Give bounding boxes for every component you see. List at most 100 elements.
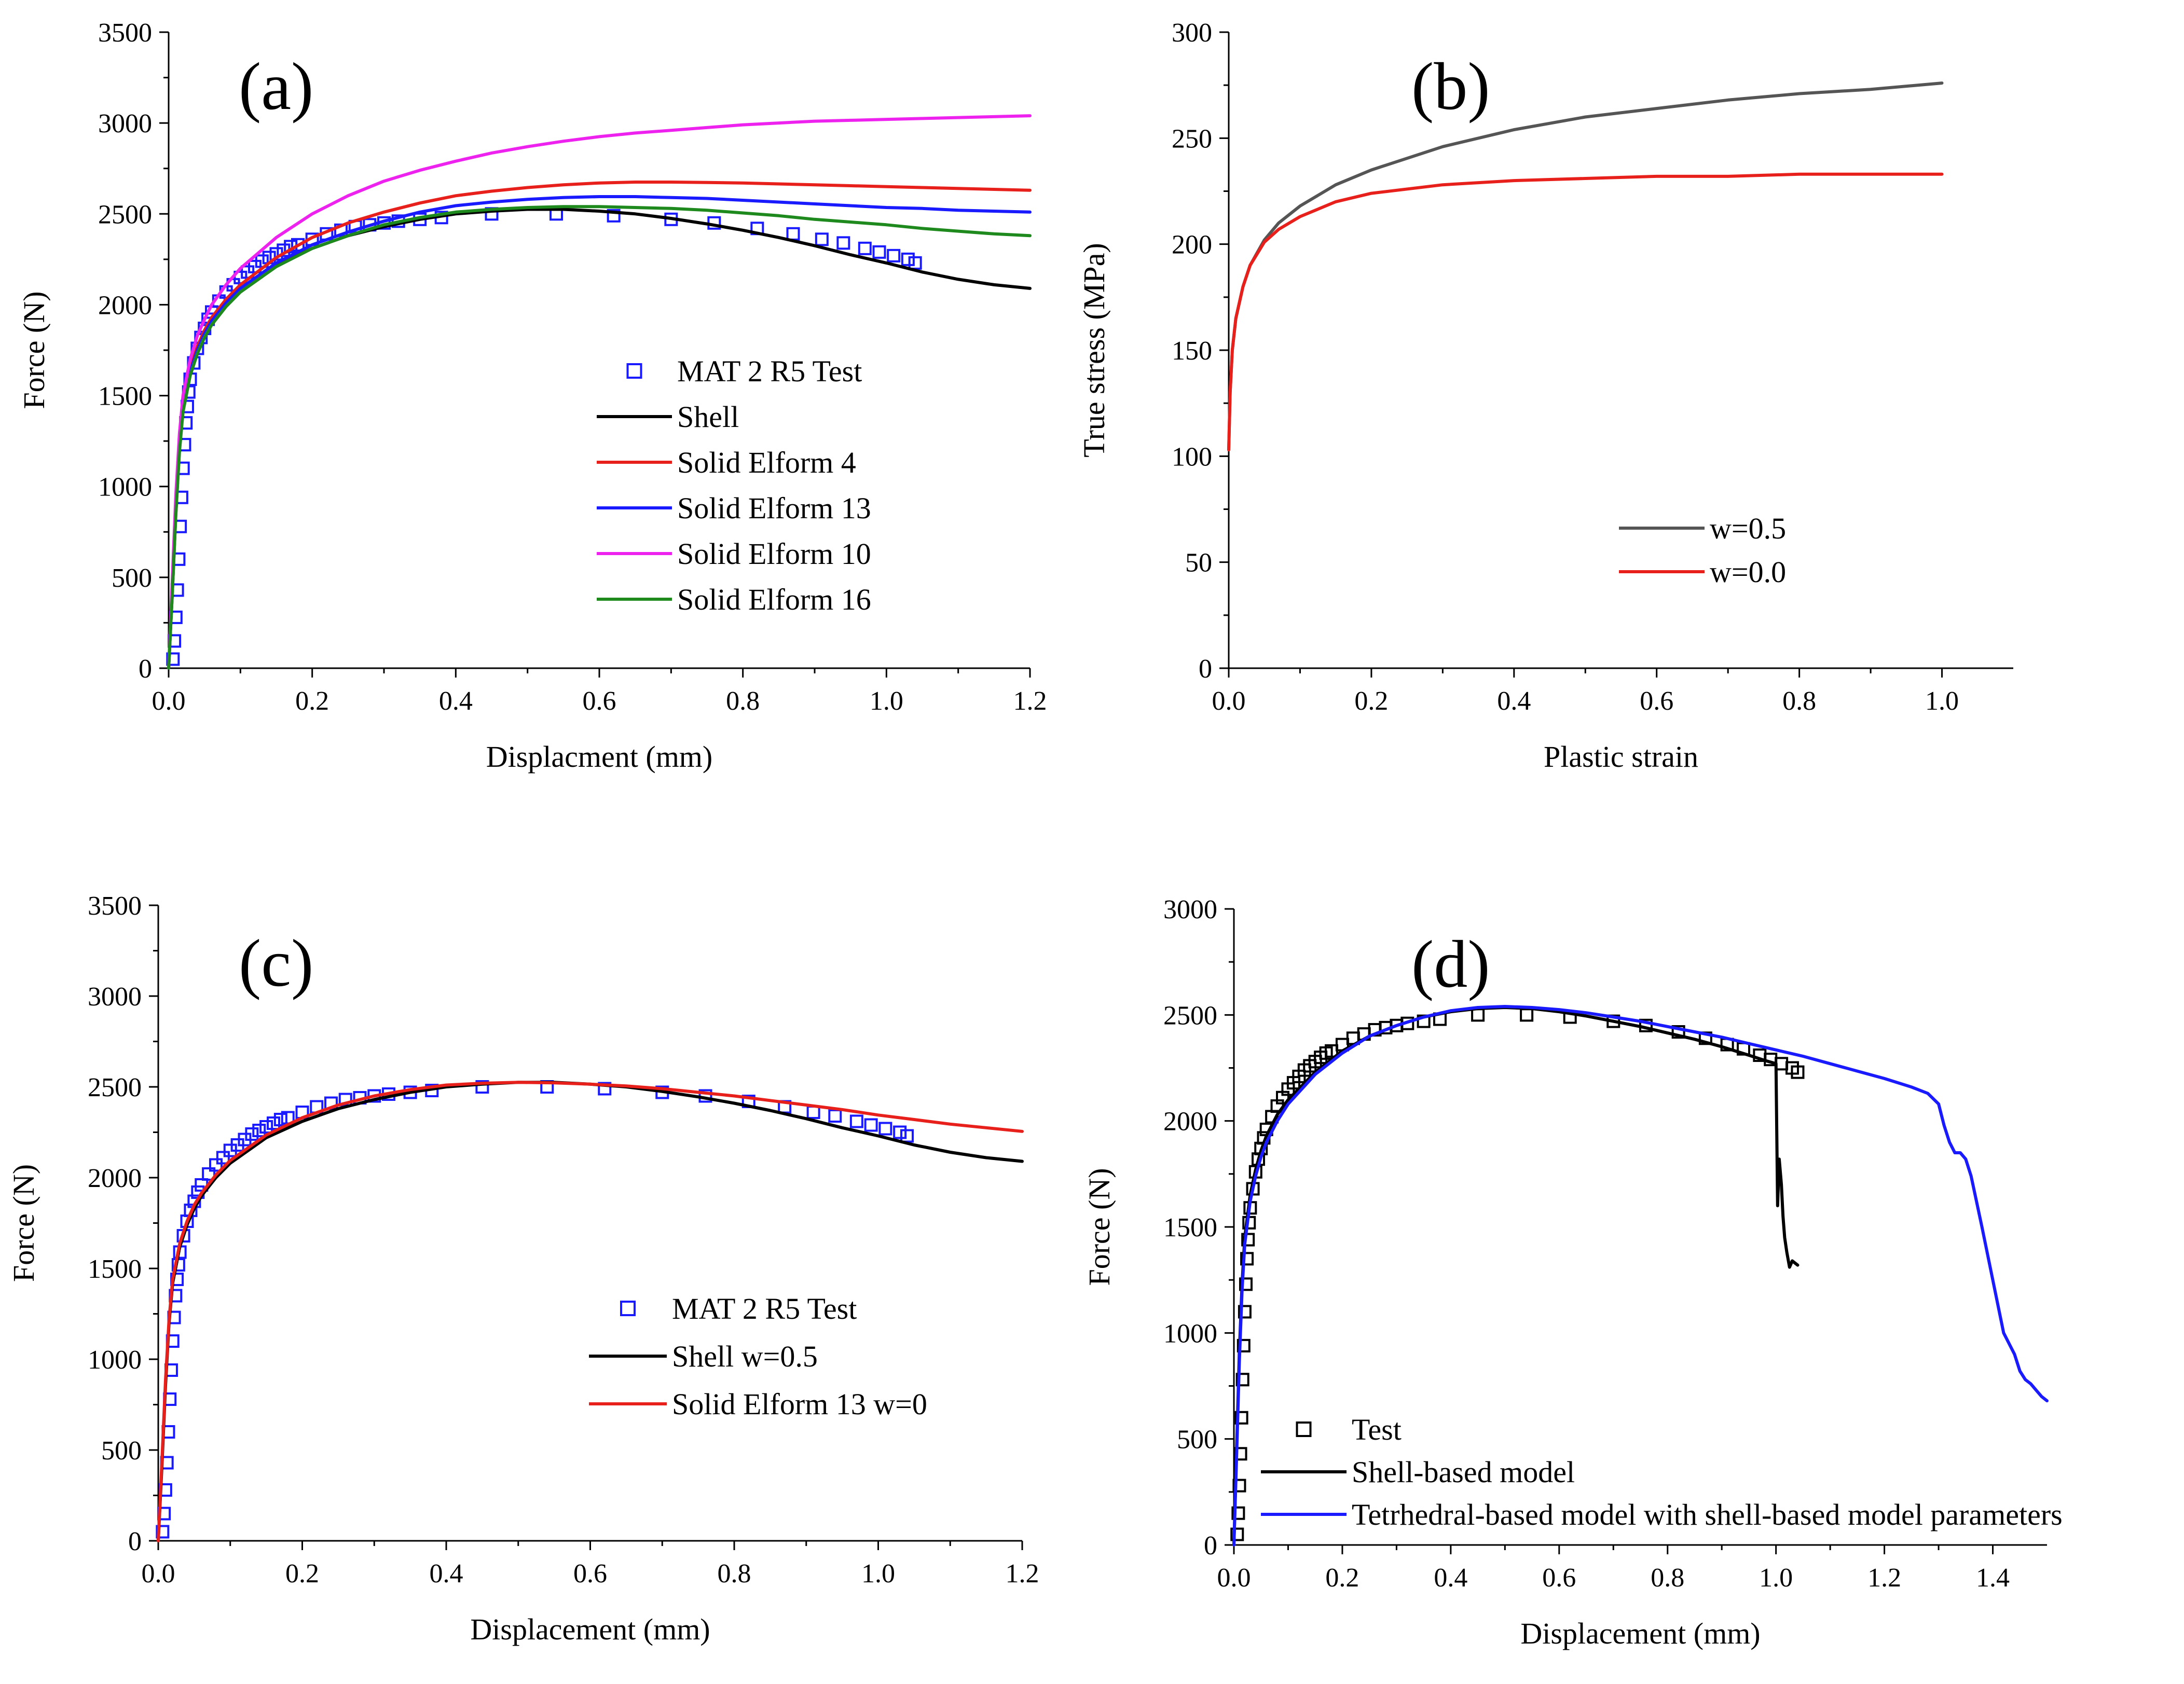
data-point	[1237, 1338, 1251, 1352]
x-axis-title: Displacement (mm)	[1520, 1617, 1760, 1650]
legend-label: w=0.5	[1710, 512, 1786, 545]
x-tick-label: 1.0	[870, 686, 903, 716]
data-point	[1231, 1506, 1245, 1520]
data-point	[872, 245, 886, 259]
legend-label: Shell	[677, 400, 739, 434]
y-tick-label: 500	[1177, 1425, 1217, 1455]
y-tick-label: 0	[128, 1527, 142, 1556]
y-tick-label: 2500	[88, 1073, 142, 1102]
data-point	[1230, 1527, 1244, 1541]
y-tick-label: 500	[101, 1436, 142, 1466]
y-tick-label: 0	[139, 654, 152, 684]
data-point	[815, 232, 829, 246]
data-point	[209, 1158, 223, 1172]
legend-label: Solid Elform 16	[677, 583, 871, 616]
y-tick-label: 2000	[88, 1164, 142, 1193]
x-tick-label: 1.4	[1976, 1563, 2010, 1593]
legend-marker	[620, 1301, 636, 1316]
data-point	[1241, 1233, 1255, 1247]
series-line-solid-elform-13-w-0	[157, 1081, 1024, 1542]
x-tick-label: 1.2	[1867, 1563, 1901, 1593]
data-point	[900, 1129, 914, 1143]
x-tick-label: 0.6	[573, 1559, 607, 1589]
y-tick-label: 1500	[1163, 1213, 1217, 1243]
x-tick-label: 0.8	[1651, 1563, 1684, 1593]
panel-a: 0.0 0.2 0.4 0.6 0.8 1.0 1.2 0 500 1000 1500 2000 250…	[17, 18, 1047, 774]
y-tick-label: 3000	[88, 982, 142, 1012]
legend-label: Test	[1352, 1413, 1402, 1446]
series-line-solid-elform-10	[167, 114, 1032, 670]
legend-marker	[626, 363, 642, 379]
data-point	[1471, 1008, 1485, 1022]
data-point	[598, 1082, 612, 1096]
series-line-shell-w-0-5	[157, 1081, 1024, 1542]
x-tick-label: 1.2	[1013, 686, 1047, 716]
data-point	[1671, 1025, 1685, 1039]
x-tick-label: 0.0	[1217, 1563, 1251, 1593]
series-line-tetrhedral-based-model-with-shell-based-model-parameters	[1232, 1005, 2049, 1547]
x-axis-title: Plastic strain	[1544, 740, 1698, 774]
y-tick-label: 250	[1172, 124, 1212, 154]
y-tick-label: 3000	[1163, 895, 1217, 924]
series-line-w-0-5	[1227, 81, 1944, 452]
data-point	[216, 1151, 230, 1165]
series-line-w-0-0	[1227, 172, 1944, 452]
x-tick-label: 0.6	[1640, 686, 1673, 716]
y-tick-label: 1500	[88, 1254, 142, 1284]
x-tick-label: 0.4	[1497, 686, 1531, 716]
data-point	[836, 236, 850, 250]
y-axis-title: Force (N)	[17, 291, 51, 409]
data-point	[273, 1113, 287, 1126]
y-tick-label: 3500	[88, 891, 142, 921]
x-tick-label: 0.8	[718, 1559, 751, 1589]
x-axis-title: Displacement (mm)	[470, 1612, 710, 1646]
y-tick-label: 100	[1172, 442, 1212, 472]
y-axis-title: True stress (MPa)	[1077, 243, 1111, 458]
x-tick-label: 0.4	[439, 686, 473, 716]
data-point	[267, 1116, 280, 1130]
data-point	[259, 1120, 273, 1134]
y-tick-label: 1000	[98, 473, 152, 502]
data-point	[878, 1122, 892, 1136]
data-point	[1239, 1277, 1253, 1291]
x-tick-label: 0.6	[1542, 1563, 1576, 1593]
y-tick-label: 150	[1172, 336, 1212, 366]
x-tick-label: 1.2	[1006, 1559, 1039, 1589]
legend-label: Shell w=0.5	[672, 1340, 818, 1373]
x-tick-label: 0.8	[1782, 686, 1816, 716]
data-point	[156, 1525, 170, 1539]
data-point	[475, 1080, 489, 1094]
y-tick-label: 2000	[1163, 1107, 1217, 1137]
x-tick-label: 0.2	[1354, 686, 1388, 716]
y-tick-label: 2500	[1163, 1001, 1217, 1030]
legend-label: Solid Elform 13 w=0	[672, 1387, 927, 1421]
data-point	[1238, 1305, 1252, 1319]
data-point	[901, 252, 915, 266]
legend-label: Tetrhedral-based model with shell-based …	[1352, 1498, 2063, 1531]
y-tick-label: 200	[1172, 230, 1212, 260]
y-tick-label: 1000	[88, 1345, 142, 1375]
legend-label: MAT 2 R5 Test	[672, 1292, 857, 1326]
data-point	[1232, 1479, 1246, 1493]
data-point	[1240, 1252, 1254, 1266]
y-tick-label: 0	[1199, 654, 1212, 684]
x-tick-label: 0.2	[285, 1559, 319, 1589]
x-tick-label: 0.0	[152, 686, 186, 716]
y-axis-title: Force (N)	[1082, 1168, 1116, 1286]
x-tick-label: 0.0	[1212, 686, 1246, 716]
panel-label: (b)	[1411, 49, 1490, 124]
x-tick-label: 0.8	[726, 686, 760, 716]
legend-label: Shell-based model	[1352, 1455, 1575, 1489]
x-tick-label: 1.0	[1925, 686, 1959, 716]
data-point	[166, 652, 180, 666]
panel-label: (c)	[239, 926, 313, 1001]
y-tick-label: 0	[1204, 1531, 1217, 1561]
data-point	[1791, 1065, 1805, 1079]
data-point	[202, 1167, 216, 1181]
y-axis-title: Force (N)	[7, 1164, 40, 1282]
y-tick-label: 1000	[1163, 1319, 1217, 1348]
y-tick-label: 300	[1172, 18, 1212, 48]
x-tick-label: 0.4	[430, 1559, 463, 1589]
